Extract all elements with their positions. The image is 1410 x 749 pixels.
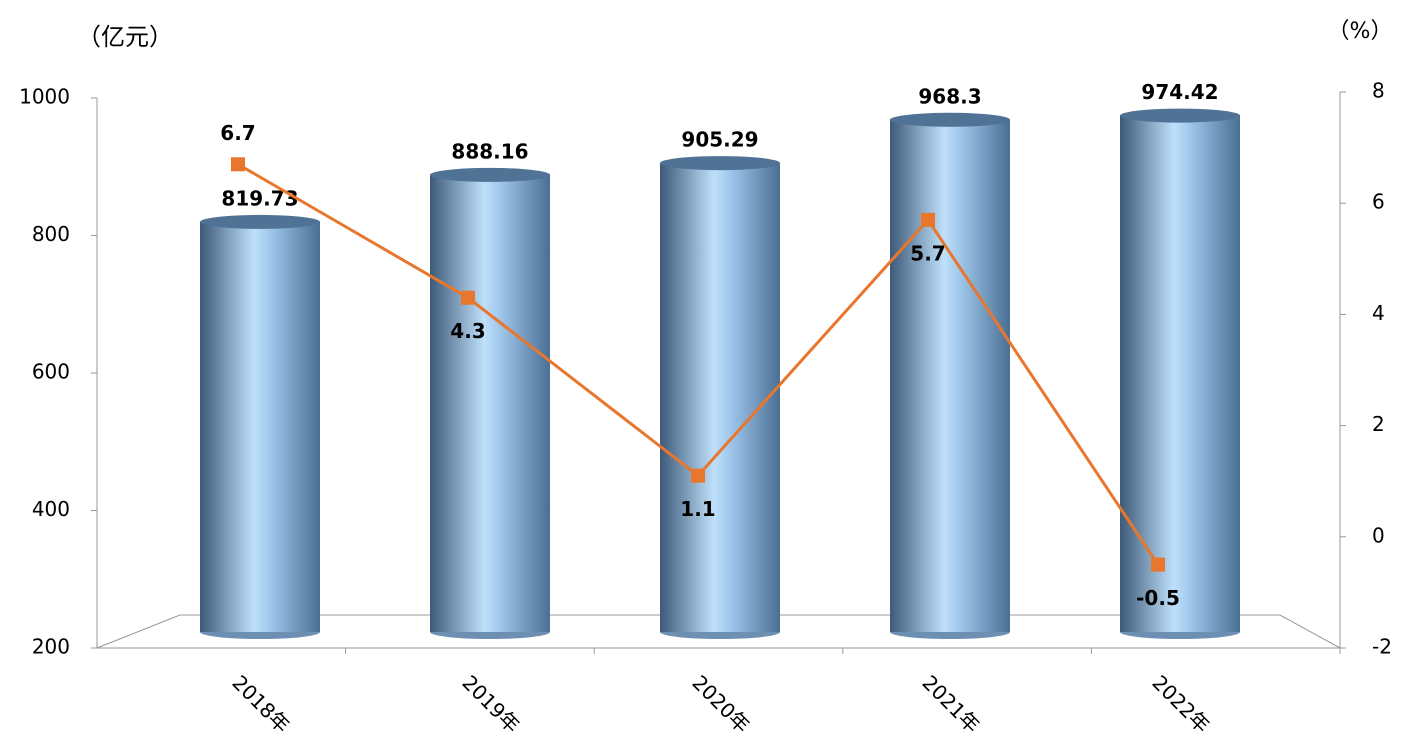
bar-value-label: 888.16 <box>451 139 528 163</box>
x-tick-label: 2021年 <box>918 670 985 737</box>
line-value-label: 6.7 <box>220 121 255 145</box>
floor <box>96 614 1341 649</box>
line-marker <box>691 468 705 483</box>
bar <box>430 174 550 632</box>
y2-tick-label: 6 <box>1372 190 1385 214</box>
y-tick-label: 400 <box>32 497 70 521</box>
line-marker <box>921 212 935 227</box>
line-marker <box>231 157 245 172</box>
x-tick-label: 2020年 <box>688 670 755 737</box>
y-tick-label: 600 <box>32 360 70 384</box>
y-tick-label: 200 <box>32 635 70 659</box>
bar-cap <box>890 112 1010 127</box>
bar-cap <box>430 167 550 182</box>
x-tick-label: 2019年 <box>458 670 525 737</box>
y-tick-label: 800 <box>32 222 70 246</box>
y2-tick-label: 4 <box>1372 301 1385 325</box>
x-tick-label: 2018年 <box>228 670 295 737</box>
bar <box>660 163 780 632</box>
bar-value-label: 819.73 <box>221 186 298 210</box>
bar-value-label: 968.3 <box>918 84 981 108</box>
bar-value-label: 974.42 <box>1141 80 1218 104</box>
bar <box>1120 115 1240 633</box>
line-marker <box>1151 557 1165 572</box>
y2-tick-label: 2 <box>1372 412 1385 436</box>
y-axis-label: （亿元） <box>77 23 173 51</box>
line-value-label: 1.1 <box>680 497 715 521</box>
line-value-label: 5.7 <box>910 241 945 265</box>
y2-tick-label: 0 <box>1372 523 1385 547</box>
line-value-label: -0.5 <box>1136 586 1180 610</box>
y2-axis-label: （%） <box>1328 19 1393 44</box>
bar-cap <box>200 214 320 229</box>
y2-tick-label: 8 <box>1372 79 1385 103</box>
y2-tick-label: -2 <box>1372 635 1392 659</box>
y-tick-label: 1000 <box>19 85 70 109</box>
bar <box>200 221 320 633</box>
bar-value-label: 905.29 <box>681 128 758 152</box>
bar-cap <box>1120 108 1240 123</box>
x-tick-label: 2022年 <box>1148 670 1215 737</box>
line-marker <box>461 290 475 305</box>
line-value-label: 4.3 <box>450 319 485 343</box>
bar <box>890 119 1010 632</box>
bar-cap <box>660 156 780 171</box>
